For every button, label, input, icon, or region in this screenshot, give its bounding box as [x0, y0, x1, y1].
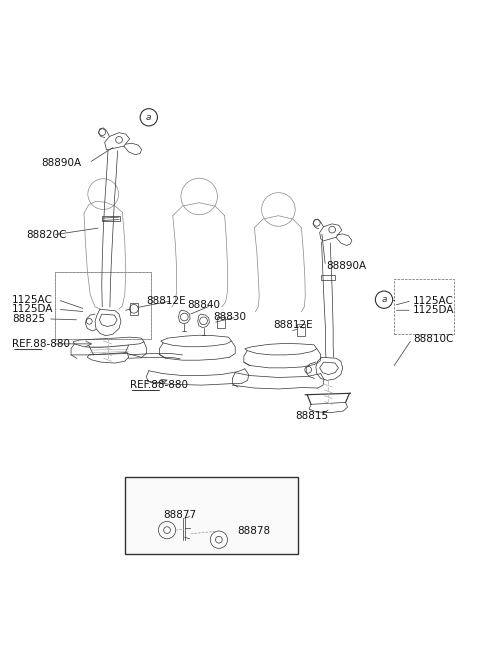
Bar: [55, 272, 151, 339]
Text: 88820C: 88820C: [26, 230, 67, 240]
Text: a: a: [381, 295, 387, 304]
Bar: [125, 477, 298, 554]
Text: a: a: [146, 113, 152, 122]
Text: 88878: 88878: [238, 526, 271, 536]
Text: 88890A: 88890A: [326, 261, 367, 271]
Circle shape: [140, 108, 157, 126]
Text: 1125DA: 1125DA: [12, 304, 53, 314]
Bar: [102, 216, 120, 221]
Text: 88812E: 88812E: [274, 320, 313, 330]
Text: 88825: 88825: [12, 314, 45, 324]
Text: 1125AC: 1125AC: [413, 296, 454, 306]
Bar: [130, 303, 138, 315]
Circle shape: [375, 291, 393, 308]
Text: 88840: 88840: [187, 300, 220, 311]
Text: 88810C: 88810C: [413, 334, 453, 344]
Bar: [217, 317, 225, 328]
Text: 88890A: 88890A: [41, 158, 81, 168]
Text: 1125AC: 1125AC: [12, 295, 53, 305]
Text: 88830: 88830: [214, 312, 247, 322]
Text: REF.88-880: REF.88-880: [130, 380, 188, 390]
Bar: [297, 324, 305, 336]
Text: 1125DA: 1125DA: [413, 306, 454, 315]
Bar: [394, 279, 454, 334]
Text: 88812E: 88812E: [146, 296, 186, 306]
Bar: [321, 275, 335, 279]
Text: 88877: 88877: [163, 510, 196, 520]
Bar: [55, 272, 151, 339]
Text: 88815: 88815: [295, 411, 328, 421]
Text: REF.88-880: REF.88-880: [12, 339, 70, 349]
